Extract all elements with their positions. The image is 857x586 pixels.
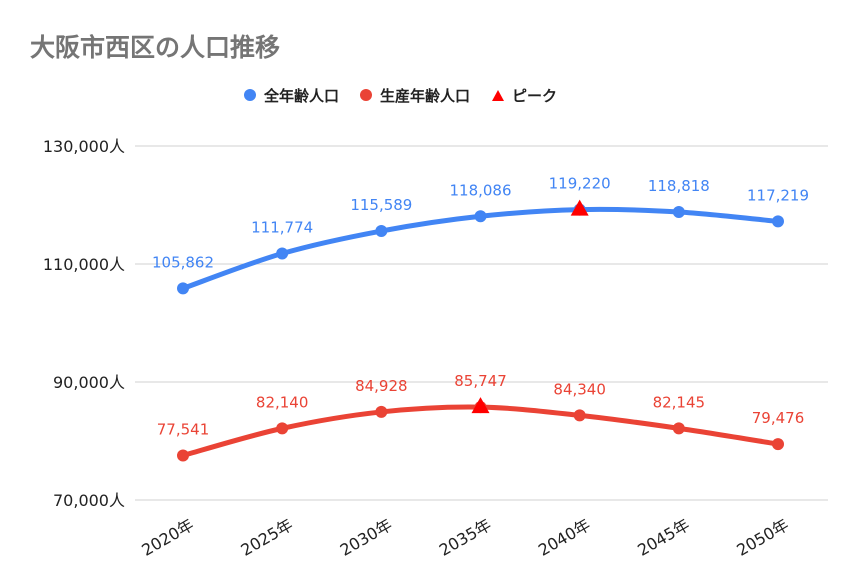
peak-marker xyxy=(471,397,490,414)
y-tick-label: 90,000人 xyxy=(53,373,125,392)
legend-marker-1 xyxy=(360,89,372,101)
peak-marker xyxy=(570,199,589,216)
data-label: 85,747 xyxy=(454,372,507,390)
data-label: 82,145 xyxy=(653,393,706,411)
data-point xyxy=(177,282,189,295)
data-point xyxy=(672,205,685,218)
data-label: 115,589 xyxy=(350,196,412,214)
legend-marker-peak xyxy=(492,90,504,101)
x-tick-label: 2030年 xyxy=(337,515,396,560)
x-tick-label: 2025年 xyxy=(238,515,297,560)
data-point xyxy=(672,422,685,435)
data-label: 77,541 xyxy=(157,421,210,439)
data-point xyxy=(573,409,586,422)
x-tick-label: 2040年 xyxy=(535,515,594,560)
y-tick-label: 130,000人 xyxy=(43,137,125,156)
data-label: 84,340 xyxy=(553,380,606,398)
data-point xyxy=(772,215,784,228)
series-line-1 xyxy=(180,404,781,459)
data-label: 117,219 xyxy=(747,186,809,204)
y-tick-label: 110,000人 xyxy=(43,255,125,274)
data-label: 82,140 xyxy=(256,393,309,411)
data-label: 118,818 xyxy=(648,177,710,195)
legend-label-peak: ピーク xyxy=(512,87,557,105)
legend-label-1: 生産年齢人口 xyxy=(380,87,470,105)
data-label: 111,774 xyxy=(251,219,313,237)
legend-marker-0 xyxy=(244,89,256,101)
data-point xyxy=(772,438,784,451)
data-label: 79,476 xyxy=(752,409,805,427)
data-label: 118,086 xyxy=(449,181,511,199)
y-tick-label: 70,000人 xyxy=(53,491,125,510)
x-tick-label: 2050年 xyxy=(733,515,792,560)
data-point xyxy=(474,210,487,223)
x-tick-label: 2035年 xyxy=(436,515,495,560)
data-label: 105,862 xyxy=(152,253,214,271)
data-point xyxy=(276,422,289,435)
data-point xyxy=(276,247,289,260)
data-point xyxy=(375,225,388,238)
data-label: 119,220 xyxy=(549,175,611,193)
data-point xyxy=(177,449,189,462)
data-label: 84,928 xyxy=(355,377,408,395)
data-point xyxy=(375,405,388,418)
x-tick-label: 2020年 xyxy=(138,515,197,560)
legend-label-0: 全年齢人口 xyxy=(263,87,339,105)
chart-title: 大阪市西区の人口推移 xyxy=(30,33,280,62)
x-tick-label: 2045年 xyxy=(634,515,693,560)
